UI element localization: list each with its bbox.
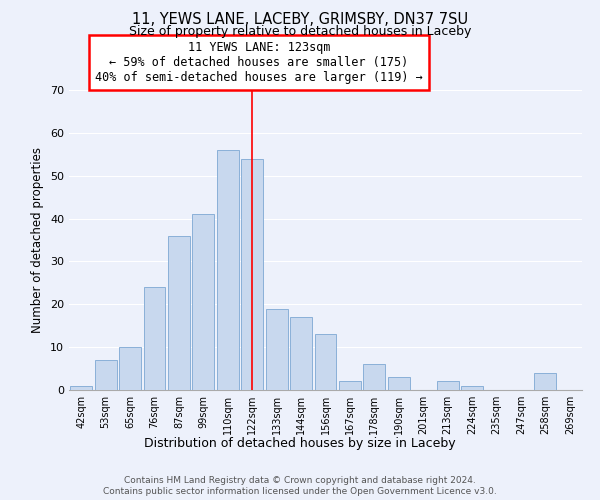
Bar: [364, 364, 385, 390]
Text: Distribution of detached houses by size in Laceby: Distribution of detached houses by size …: [144, 438, 456, 450]
Bar: [168, 236, 190, 390]
Bar: [95, 360, 116, 390]
Bar: [461, 386, 483, 390]
Bar: [535, 373, 556, 390]
Bar: [70, 386, 92, 390]
Bar: [388, 377, 410, 390]
Text: Size of property relative to detached houses in Laceby: Size of property relative to detached ho…: [129, 25, 471, 38]
Text: Contains public sector information licensed under the Open Government Licence v3: Contains public sector information licen…: [103, 488, 497, 496]
Bar: [314, 334, 337, 390]
Y-axis label: Number of detached properties: Number of detached properties: [31, 147, 44, 333]
Text: 11 YEWS LANE: 123sqm
← 59% of detached houses are smaller (175)
40% of semi-deta: 11 YEWS LANE: 123sqm ← 59% of detached h…: [95, 41, 422, 84]
Bar: [143, 287, 166, 390]
Bar: [266, 308, 287, 390]
Text: 11, YEWS LANE, LACEBY, GRIMSBY, DN37 7SU: 11, YEWS LANE, LACEBY, GRIMSBY, DN37 7SU: [132, 12, 468, 28]
Bar: [193, 214, 214, 390]
Bar: [437, 382, 458, 390]
Bar: [339, 382, 361, 390]
Text: Contains HM Land Registry data © Crown copyright and database right 2024.: Contains HM Land Registry data © Crown c…: [124, 476, 476, 485]
Bar: [217, 150, 239, 390]
Bar: [241, 158, 263, 390]
Bar: [290, 317, 312, 390]
Bar: [119, 347, 141, 390]
